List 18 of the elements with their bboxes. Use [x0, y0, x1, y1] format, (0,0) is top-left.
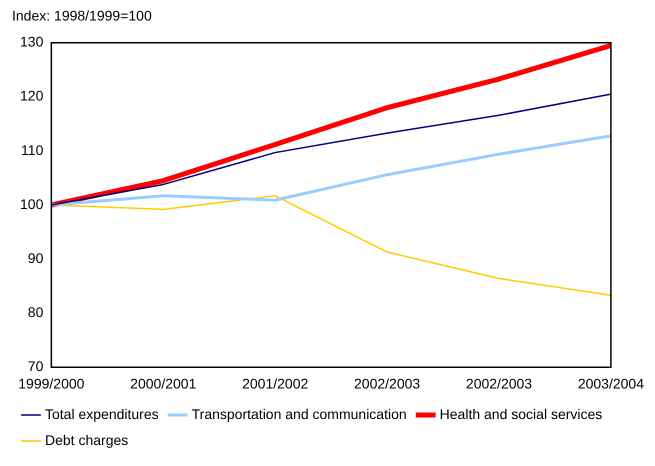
x-tick-label: 2001/2002	[242, 375, 308, 392]
x-tick-label: 2000/2001	[130, 375, 197, 392]
y-tick-label: 100	[20, 196, 44, 212]
x-tick-label: 2002/2003	[354, 375, 420, 392]
chart-title: Index: 1998/1999=100	[12, 7, 152, 24]
legend-label: Debt charges	[45, 432, 128, 448]
y-tick-label: 130	[20, 34, 44, 50]
x-tick-label: 2003/2004	[578, 375, 644, 392]
legend-label: Total expenditures	[45, 406, 159, 422]
legend-label: Transportation and communication	[192, 406, 407, 422]
y-tick-label: 70	[28, 358, 44, 374]
y-tick-label: 80	[28, 304, 44, 320]
legend-label: Health and social services	[440, 406, 602, 422]
x-tick-label: 2002/2003	[466, 375, 532, 392]
y-tick-label: 110	[21, 142, 44, 158]
x-tick-label: 1999/2000	[18, 375, 85, 392]
y-tick-label: 120	[20, 88, 44, 104]
y-tick-label: 90	[28, 250, 44, 266]
